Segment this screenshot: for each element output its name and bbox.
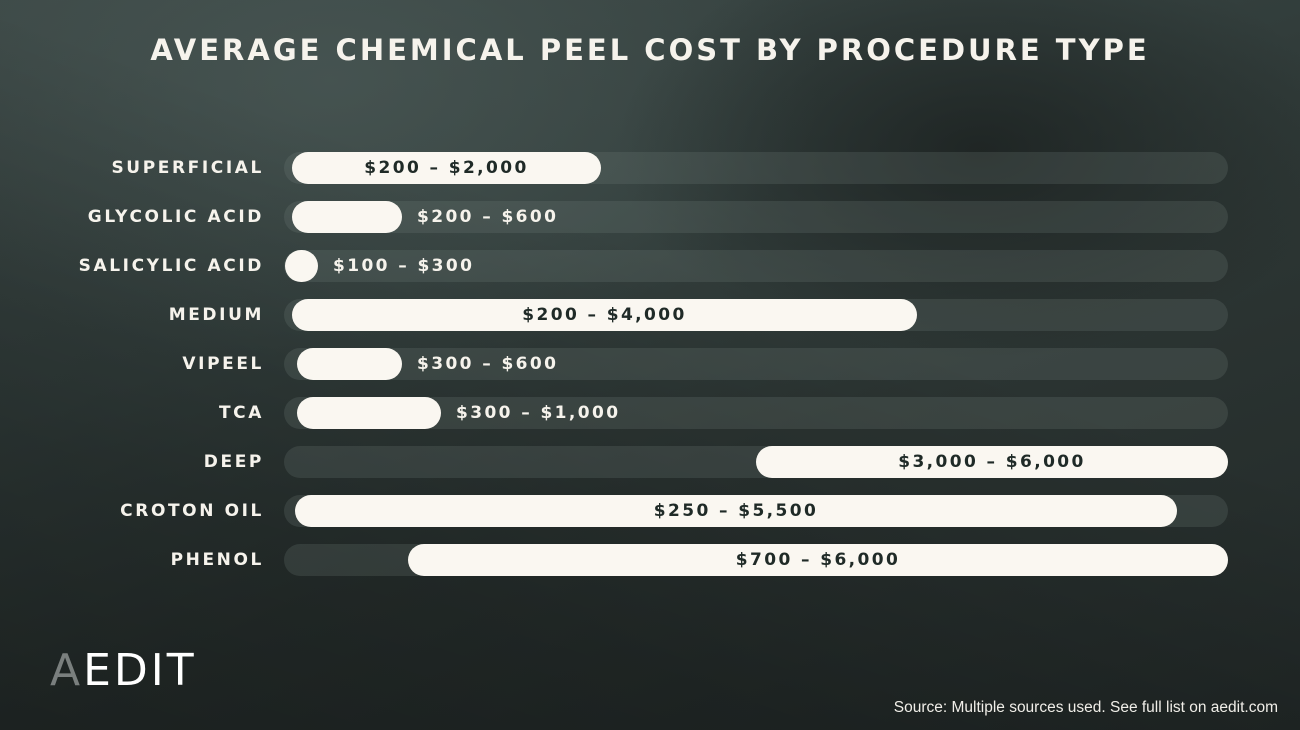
range-value-label: $250 – $5,500 — [653, 501, 819, 521]
range-bar — [292, 152, 601, 184]
category-label: VIPEEL — [182, 354, 264, 374]
range-bar — [297, 348, 402, 380]
range-bar — [292, 299, 917, 331]
range-value-label: $300 – $600 — [417, 354, 559, 374]
chart-row: VIPEEL $300 – $600 — [0, 348, 1300, 380]
chart-row: TCA $300 – $1,000 — [0, 397, 1300, 429]
chart-row: SUPERFICIAL $200 – $2,000 — [0, 152, 1300, 184]
source-note: Source: Multiple sources used. See full … — [893, 699, 1278, 716]
category-label: DEEP — [203, 452, 264, 472]
bar-track — [284, 397, 1228, 429]
chart-row: PHENOL $700 – $6,000 — [0, 544, 1300, 576]
category-label: SUPERFICIAL — [111, 158, 264, 178]
chart-row: DEEP $3,000 – $6,000 — [0, 446, 1300, 478]
category-label: CROTON OIL — [120, 501, 264, 521]
range-bar — [292, 201, 402, 233]
chart-row: GLYCOLIC ACID $200 – $600 — [0, 201, 1300, 233]
category-label: SALICYLIC ACID — [78, 256, 264, 276]
bar-track — [284, 201, 1228, 233]
category-label: GLYCOLIC ACID — [87, 207, 264, 227]
range-value-label: $300 – $1,000 — [456, 403, 621, 423]
bar-track — [284, 348, 1228, 380]
range-value-label: $200 – $4,000 — [522, 305, 687, 325]
range-value-label: $3,000 – $6,000 — [898, 452, 1086, 472]
chart-row: CROTON OIL $250 – $5,500 — [0, 495, 1300, 527]
chart-row: SALICYLIC ACID $100 – $300 — [0, 250, 1300, 282]
range-value-label: $100 – $300 — [333, 256, 475, 276]
range-bar — [295, 495, 1177, 527]
range-value-label: $700 – $6,000 — [735, 550, 901, 570]
chart-title: AVERAGE CHEMICAL PEEL COST BY PROCEDURE … — [150, 33, 1150, 67]
category-label: MEDIUM — [168, 305, 264, 325]
logo-letters-edit: EDIT — [83, 645, 197, 696]
category-label: PHENOL — [170, 550, 264, 570]
range-bar — [297, 397, 441, 429]
bar-track — [284, 250, 1228, 282]
aedit-logo: AEDIT — [50, 645, 197, 696]
range-bar — [408, 544, 1228, 576]
category-label: TCA — [218, 403, 264, 423]
chart-row: MEDIUM $200 – $4,000 — [0, 299, 1300, 331]
range-bar — [756, 446, 1228, 478]
range-value-label: $200 – $2,000 — [364, 158, 529, 178]
range-value-label: $200 – $600 — [417, 207, 559, 227]
range-bar — [285, 250, 318, 282]
logo-letter-a: A — [50, 645, 84, 696]
